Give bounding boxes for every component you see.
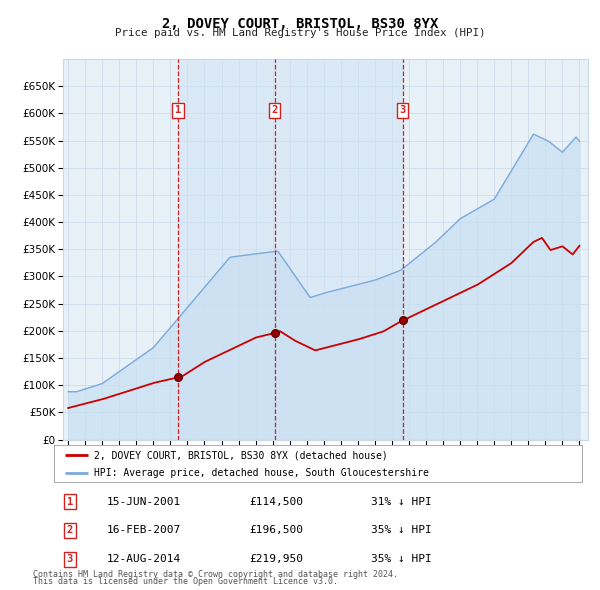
Text: 16-FEB-2007: 16-FEB-2007: [107, 526, 181, 535]
Text: 12-AUG-2014: 12-AUG-2014: [107, 554, 181, 564]
Text: This data is licensed under the Open Government Licence v3.0.: This data is licensed under the Open Gov…: [33, 578, 338, 586]
Text: 1: 1: [175, 106, 181, 116]
Text: 2, DOVEY COURT, BRISTOL, BS30 8YX (detached house): 2, DOVEY COURT, BRISTOL, BS30 8YX (detac…: [94, 450, 388, 460]
Text: 2: 2: [67, 526, 73, 535]
Text: 3: 3: [67, 554, 73, 564]
Text: Price paid vs. HM Land Registry's House Price Index (HPI): Price paid vs. HM Land Registry's House …: [115, 28, 485, 38]
Bar: [275, 59, 403, 440]
Text: HPI: Average price, detached house, South Gloucestershire: HPI: Average price, detached house, Sout…: [94, 468, 428, 478]
Text: 35% ↓ HPI: 35% ↓ HPI: [371, 526, 431, 535]
Text: £219,950: £219,950: [250, 554, 304, 564]
Text: Contains HM Land Registry data © Crown copyright and database right 2024.: Contains HM Land Registry data © Crown c…: [33, 571, 398, 579]
Text: 2, DOVEY COURT, BRISTOL, BS30 8YX: 2, DOVEY COURT, BRISTOL, BS30 8YX: [162, 17, 438, 31]
Text: 1: 1: [67, 497, 73, 507]
Text: 31% ↓ HPI: 31% ↓ HPI: [371, 497, 431, 507]
Text: 2: 2: [272, 106, 278, 116]
Text: £114,500: £114,500: [250, 497, 304, 507]
Text: £196,500: £196,500: [250, 526, 304, 535]
Text: 35% ↓ HPI: 35% ↓ HPI: [371, 554, 431, 564]
Text: 3: 3: [400, 106, 406, 116]
Text: 15-JUN-2001: 15-JUN-2001: [107, 497, 181, 507]
Bar: [178, 59, 275, 440]
